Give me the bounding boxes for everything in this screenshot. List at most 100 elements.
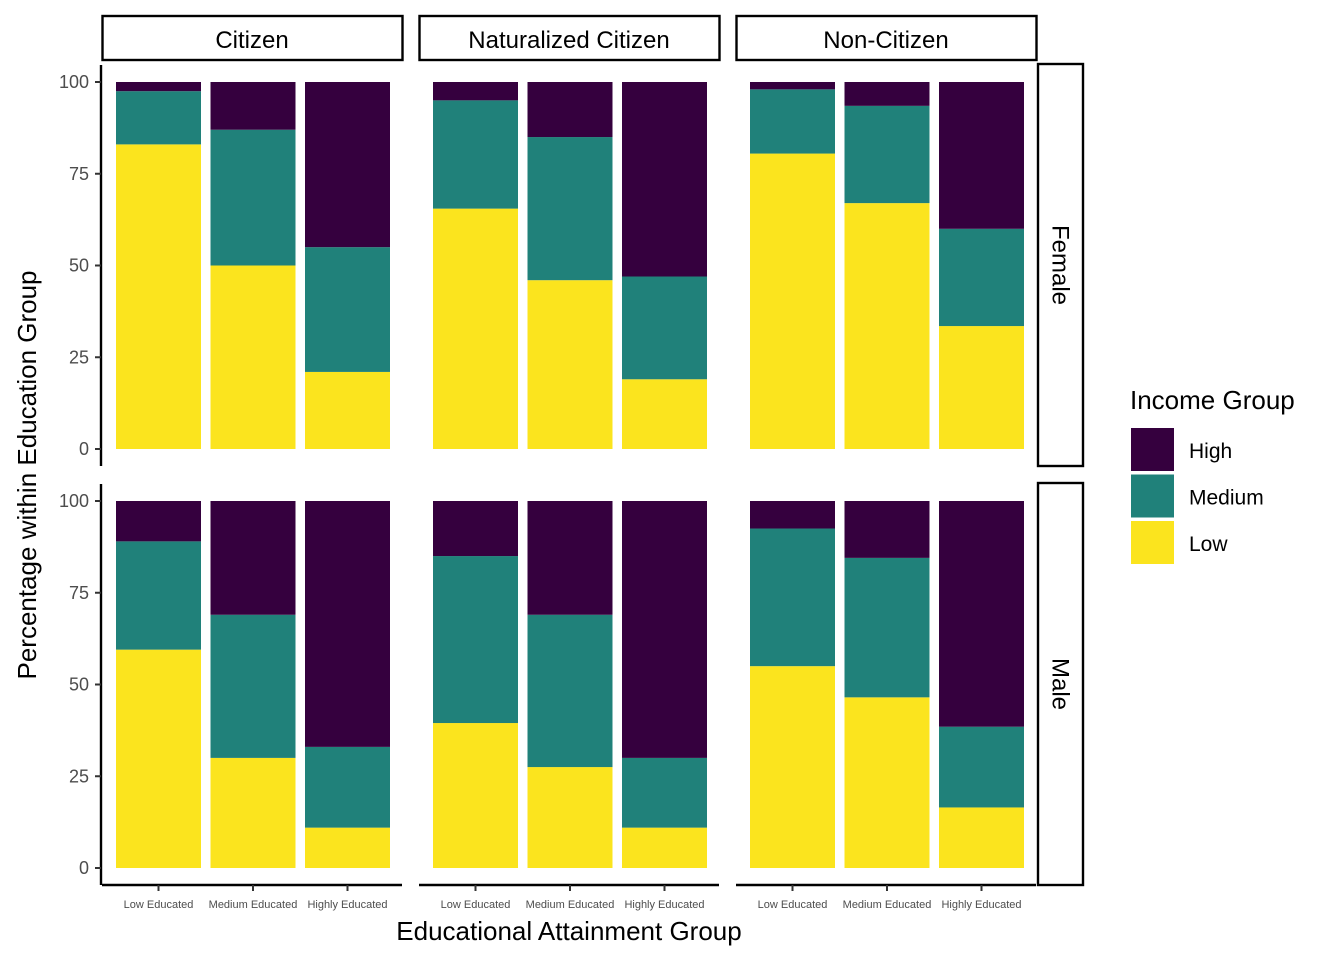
legend-label-low: Low: [1189, 533, 1228, 556]
bar-male-non-citizen-medium-educated-medium: [844, 557, 930, 698]
strip-female: [1036, 62, 1085, 468]
bar-male-non-citizen-highly-educated-medium: [939, 726, 1024, 808]
x-tick-label-citizen-highly-educated: Highly Educated: [307, 899, 387, 911]
bar-male-naturalized-citizen-medium-educated-high: [527, 501, 613, 615]
bar-male-naturalized-citizen-low-educated-low: [433, 723, 518, 868]
x-tick-label-non-citizen-highly-educated: Highly Educated: [941, 899, 1021, 911]
bar-female-non-citizen-highly-educated-high: [939, 82, 1024, 229]
bar-female-citizen-low-educated-medium: [116, 91, 201, 145]
bar-female-citizen-highly-educated-high: [305, 82, 390, 248]
x-axis-title: Educational Attainment Group: [396, 916, 741, 946]
axes: 0 25 50 75 100 0 25 50 75 100 Low Educated Medium E…: [59, 65, 1036, 911]
bar-female-citizen-highly-educated-low: [305, 371, 390, 449]
legend-key-low: [1131, 521, 1174, 564]
bar-male-citizen-highly-educated-medium: [305, 746, 390, 828]
y-tick-label-female-50: 50: [69, 256, 89, 276]
bar-female-naturalized-citizen-low-educated-medium: [433, 100, 518, 209]
legend-key-high: [1131, 428, 1174, 471]
x-tick-label-non-citizen-low-educated: Low Educated: [758, 899, 828, 911]
facet-panels: [116, 82, 1024, 868]
y-tick-label-male-25: 25: [69, 766, 89, 786]
bar-female-naturalized-citizen-medium-educated-low: [527, 280, 613, 449]
panel-female-citizen: [116, 82, 390, 449]
bar-female-non-citizen-medium-educated-medium: [844, 105, 930, 204]
bar-female-non-citizen-low-educated-medium: [750, 89, 835, 154]
bar-female-naturalized-citizen-low-educated-low: [433, 208, 518, 449]
row-strips: Female Male: [1036, 62, 1085, 887]
bar-male-citizen-highly-educated-low: [305, 827, 390, 868]
bar-female-non-citizen-low-educated-high: [750, 82, 835, 90]
y-tick-label-female-0: 0: [79, 439, 89, 459]
strip-male: [1036, 481, 1085, 887]
panel-female-non-citizen: [750, 82, 1024, 449]
panel-male-citizen: [116, 501, 390, 868]
bar-male-citizen-low-educated-high: [116, 501, 201, 542]
x-tick-label-naturalized-citizen-medium-educated: Medium Educated: [526, 899, 615, 911]
bar-male-non-citizen-highly-educated-low: [939, 807, 1024, 868]
x-tick-label-citizen-medium-educated: Medium Educated: [209, 899, 298, 911]
bar-female-naturalized-citizen-highly-educated-medium: [622, 276, 707, 380]
bar-female-naturalized-citizen-highly-educated-low: [622, 379, 707, 449]
bar-male-naturalized-citizen-medium-educated-medium: [527, 614, 613, 768]
y-tick-label-male-0: 0: [79, 858, 89, 878]
bar-female-non-citizen-highly-educated-medium: [939, 228, 1024, 327]
bar-male-naturalized-citizen-low-educated-high: [433, 501, 518, 557]
bar-female-non-citizen-medium-educated-low: [844, 203, 930, 449]
y-axis-title: Percentage within Education Group: [12, 270, 42, 679]
y-tick-label-male-100: 100: [59, 491, 89, 511]
bar-female-naturalized-citizen-medium-educated-medium: [527, 137, 613, 281]
bar-male-non-citizen-highly-educated-high: [939, 501, 1024, 727]
bar-male-non-citizen-medium-educated-low: [844, 697, 930, 868]
bar-female-non-citizen-medium-educated-high: [844, 82, 930, 106]
x-tick-label-citizen-low-educated: Low Educated: [124, 899, 194, 911]
bar-male-non-citizen-medium-educated-high: [844, 501, 930, 558]
panel-male-non-citizen: [750, 501, 1024, 868]
bar-male-naturalized-citizen-low-educated-medium: [433, 556, 518, 724]
x-tick-label-non-citizen-medium-educated: Medium Educated: [843, 899, 932, 911]
bar-male-citizen-low-educated-medium: [116, 541, 201, 650]
bar-female-naturalized-citizen-medium-educated-high: [527, 82, 613, 138]
bar-male-citizen-medium-educated-low: [210, 757, 296, 868]
bar-female-citizen-medium-educated-low: [210, 265, 296, 449]
bar-female-citizen-low-educated-high: [116, 82, 201, 92]
y-tick-label-female-100: 100: [59, 72, 89, 92]
strip-label-female: Female: [1047, 225, 1074, 305]
strip-naturalized-citizen: [418, 14, 721, 62]
strip-label-naturalized-citizen: Naturalized Citizen: [468, 27, 669, 54]
legend-label-high: High: [1189, 440, 1232, 463]
bar-male-non-citizen-low-educated-low: [750, 666, 835, 868]
bar-male-naturalized-citizen-highly-educated-medium: [622, 757, 707, 828]
legend-key-medium: [1131, 474, 1174, 518]
bar-male-citizen-medium-educated-medium: [210, 614, 296, 758]
bar-male-naturalized-citizen-highly-educated-high: [622, 501, 707, 758]
y-tick-label-male-75: 75: [69, 583, 89, 603]
panel-male-naturalized-citizen: [433, 501, 707, 868]
bar-female-citizen-medium-educated-medium: [210, 129, 296, 266]
bar-male-citizen-highly-educated-high: [305, 501, 390, 747]
y-tick-label-female-25: 25: [69, 347, 89, 367]
legend-title: Income Group: [1130, 385, 1295, 415]
panel-female-naturalized-citizen: [433, 82, 707, 449]
x-tick-label-naturalized-citizen-highly-educated: Highly Educated: [624, 899, 704, 911]
bar-female-citizen-medium-educated-high: [210, 82, 296, 130]
bar-male-non-citizen-low-educated-medium: [750, 528, 835, 667]
bar-female-naturalized-citizen-low-educated-high: [433, 82, 518, 101]
strip-non-citizen: [735, 14, 1038, 62]
bar-female-naturalized-citizen-highly-educated-high: [622, 82, 707, 277]
bar-female-citizen-low-educated-low: [116, 144, 201, 449]
bar-male-naturalized-citizen-medium-educated-low: [527, 767, 613, 868]
strip-label-non-citizen: Non-Citizen: [823, 27, 948, 54]
column-strips: Citizen Naturalized Citizen Non-Citizen: [101, 14, 1038, 62]
bar-female-citizen-highly-educated-medium: [305, 247, 390, 372]
bar-male-non-citizen-low-educated-high: [750, 501, 835, 529]
legend-label-medium: Medium: [1189, 487, 1264, 510]
strip-citizen: [101, 14, 404, 62]
bar-female-non-citizen-highly-educated-low: [939, 326, 1024, 449]
x-tick-label-naturalized-citizen-low-educated: Low Educated: [441, 899, 511, 911]
bar-male-citizen-low-educated-low: [116, 649, 201, 868]
bar-male-citizen-medium-educated-high: [210, 501, 296, 615]
bar-female-non-citizen-low-educated-low: [750, 153, 835, 449]
bar-male-naturalized-citizen-highly-educated-low: [622, 827, 707, 868]
y-tick-label-male-50: 50: [69, 675, 89, 695]
